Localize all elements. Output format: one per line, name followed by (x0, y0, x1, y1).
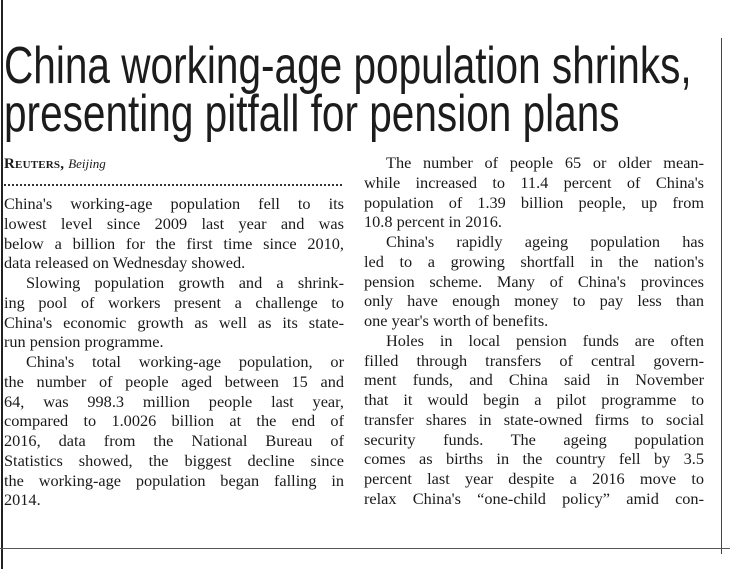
text-line: Slowing population growth and a shrink- (26, 273, 344, 292)
text-line: pension scheme. Many of China's province… (364, 271, 704, 291)
text-line: one year's worth of benefits. (364, 311, 549, 330)
text-line: relax China's “one-child policy” amid co… (364, 488, 704, 508)
border-right (721, 38, 722, 554)
text-line: transfer shares in state-owned firms to … (364, 409, 704, 429)
text-line: lowest level since 2009 last year and wa… (4, 213, 344, 233)
text-line: China's working-age population fell to i… (4, 194, 344, 213)
border-bottom (0, 548, 730, 549)
headline: presenting pitfall for pension plans (4, 85, 620, 143)
text-line: population of 1.39 billion people, up fr… (364, 192, 704, 212)
text-line: China's total working-age population, or (26, 352, 344, 371)
text-line: only have enough money to pay less than (364, 291, 704, 311)
text-line: percent last year despite a 2016 move to (364, 469, 704, 488)
text-line: data released on Wednesday showed. (4, 253, 246, 273)
dotted-rule (4, 184, 342, 186)
text-line: 2014. (4, 490, 41, 510)
text-line: compared to 1.0026 billion at the end of (4, 411, 344, 431)
text-line: filled through transfers of central gove… (364, 350, 704, 370)
text-line: run pension programme. (4, 332, 164, 352)
agency: Reuters, (4, 156, 65, 172)
text-line: China's rapidly ageing population has (386, 232, 704, 251)
column: The number of people 65 or older mean-wh… (364, 153, 704, 509)
text-line: 2016, data from the National Bureau of (4, 431, 344, 450)
text-line: that it would begin a pilot programme to (364, 390, 704, 409)
text-line: China's economic growth as well as its s… (4, 312, 344, 332)
text-line: The number of people 65 or older mean- (386, 153, 704, 172)
dateline: Beijing (68, 156, 106, 171)
text-line: security funds. The ageing population (364, 429, 704, 449)
text-line: ment funds, and China said in November (364, 370, 704, 390)
text-line: the working-age population began falling… (4, 470, 344, 490)
border-left (1, 0, 3, 569)
text-line: Statistics showed, the biggest decline s… (4, 450, 344, 470)
text-line: 64, was 998.3 million people last year, (4, 391, 344, 411)
byline: Reuters, Beijing (4, 156, 106, 173)
text-line: while increased to 11.4 percent of China… (364, 172, 704, 192)
text-line: below a billion for the first time since… (4, 233, 344, 253)
text-line: 10.8 percent in 2016. (364, 212, 502, 232)
text-line: comes as births in the country fell by 3… (364, 449, 704, 469)
text-line: ing pool of workers present a challenge … (4, 292, 344, 312)
text-line: led to a growing shortfall in the nation… (364, 251, 704, 271)
column: China's working-age population fell to i… (4, 194, 344, 510)
text-line: the number of people aged between 15 and (4, 371, 344, 391)
text-line: Holes in local pension funds are often (386, 330, 704, 350)
headline: China working-age population shrinks, (4, 37, 692, 95)
